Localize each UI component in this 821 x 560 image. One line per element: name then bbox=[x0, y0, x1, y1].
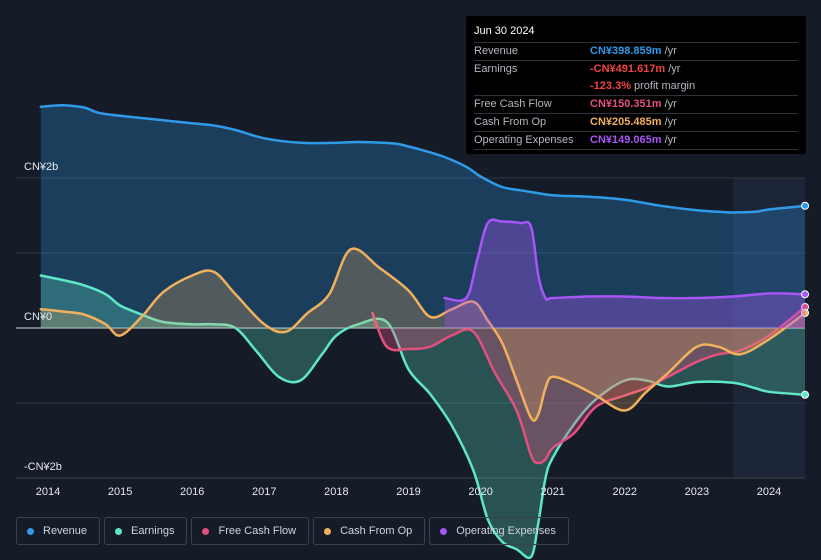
y-tick-label: -CN¥2b bbox=[24, 461, 62, 473]
tooltip-unit: /yr bbox=[664, 98, 677, 110]
tooltip-unit: /yr bbox=[664, 116, 677, 128]
legend-dot-icon bbox=[202, 527, 210, 535]
series-area-earnings bbox=[40, 275, 806, 558]
tooltip-row-profit-margin: -123.3% profit margin bbox=[474, 78, 798, 96]
legend-label: Free Cash Flow bbox=[218, 525, 297, 537]
tooltip-value: -123.3% bbox=[590, 80, 631, 92]
tooltip-unit: /yr bbox=[664, 45, 677, 57]
tooltip-row-earnings: Earnings -CN¥491.617m /yr bbox=[474, 61, 798, 78]
legend-label: Operating Expenses bbox=[456, 525, 556, 537]
tooltip-label: Free Cash Flow bbox=[474, 98, 552, 110]
series-end-point-earnings bbox=[801, 390, 810, 399]
x-tick-label: 2022 bbox=[613, 486, 637, 498]
tooltip-unit: /yr bbox=[668, 63, 681, 75]
x-tick-label: 2017 bbox=[252, 486, 276, 498]
series-end-point-operating-expenses bbox=[801, 290, 810, 299]
legend-dot-icon bbox=[440, 527, 448, 535]
axis-layer: CN¥2b CN¥0 -CN¥2b 2014 2015 2016 2017 2018 2019 2… bbox=[24, 161, 781, 498]
y-tick-label: CN¥0 bbox=[24, 311, 52, 323]
legend: Revenue Earnings Free Cash Flow Cash Fro… bbox=[16, 517, 573, 545]
series-area-revenue bbox=[40, 105, 806, 329]
legend-label: Revenue bbox=[43, 525, 88, 537]
legend-dot-icon bbox=[324, 527, 332, 535]
tooltip-label: Operating Expenses bbox=[474, 134, 574, 146]
series-layer bbox=[39, 103, 810, 560]
series-line-free-cash-flow bbox=[371, 305, 807, 465]
legend-item-free-cash-flow[interactable]: Free Cash Flow bbox=[191, 517, 310, 545]
x-tick-label: 2024 bbox=[757, 486, 781, 498]
series-line-revenue bbox=[39, 103, 807, 214]
legend-item-cash-from-op[interactable]: Cash From Op bbox=[313, 517, 426, 545]
tooltip-row-free-cash-flow: Free Cash Flow CN¥150.351m /yr bbox=[474, 96, 798, 114]
tooltip-row-operating-expenses: Operating Expenses CN¥149.065m /yr bbox=[474, 132, 798, 150]
tooltip-row-cash-from-op: Cash From Op CN¥205.485m /yr bbox=[474, 114, 798, 132]
tooltip-value: CN¥398.859m bbox=[590, 45, 662, 57]
x-tick-label: 2021 bbox=[540, 486, 564, 498]
legend-label: Cash From Op bbox=[340, 525, 413, 537]
tooltip-panel: Jun 30 2024 Revenue CN¥398.859m /yr Earn… bbox=[466, 16, 806, 154]
tooltip-value: -CN¥491.617m bbox=[590, 63, 666, 75]
tooltip-date: Jun 30 2024 bbox=[474, 24, 798, 43]
legend-label: Earnings bbox=[131, 525, 175, 537]
tooltip-value: CN¥205.485m bbox=[590, 116, 662, 128]
series-area-operating-expenses bbox=[444, 219, 805, 328]
series-end-point-revenue bbox=[801, 201, 810, 210]
tooltip-value: CN¥149.065m bbox=[590, 134, 662, 146]
tooltip-unit: /yr bbox=[664, 134, 677, 146]
tooltip-row-revenue: Revenue CN¥398.859m /yr bbox=[474, 43, 798, 61]
x-tick-label: 2014 bbox=[36, 486, 60, 498]
x-tick-label: 2018 bbox=[324, 486, 348, 498]
tooltip-value: CN¥150.351m bbox=[590, 98, 662, 110]
tooltip-unit: profit margin bbox=[633, 80, 696, 92]
tooltip-label: Earnings bbox=[474, 63, 518, 75]
x-tick-label: 2015 bbox=[108, 486, 132, 498]
series-end-point-cash-from-op bbox=[801, 309, 810, 317]
legend-dot-icon bbox=[115, 527, 123, 535]
series-line-operating-expenses bbox=[443, 218, 807, 303]
x-tick-label: 2019 bbox=[396, 486, 420, 498]
series-line-earnings bbox=[39, 274, 807, 560]
series-line-cash-from-op bbox=[39, 247, 807, 422]
legend-item-operating-expenses[interactable]: Operating Expenses bbox=[429, 517, 569, 545]
x-tick-label: 2016 bbox=[180, 486, 204, 498]
x-tick-label: 2020 bbox=[468, 486, 492, 498]
tooltip-label: Cash From Op bbox=[474, 116, 547, 128]
x-tick-label: 2023 bbox=[685, 486, 709, 498]
legend-dot-icon bbox=[27, 527, 34, 535]
legend-item-earnings[interactable]: Earnings bbox=[104, 517, 188, 545]
tooltip-label bbox=[474, 78, 590, 95]
legend-item-revenue[interactable]: Revenue bbox=[16, 517, 101, 545]
tooltip-label: Revenue bbox=[474, 45, 519, 57]
gridlines bbox=[16, 177, 805, 479]
y-tick-label: CN¥2b bbox=[24, 161, 58, 173]
